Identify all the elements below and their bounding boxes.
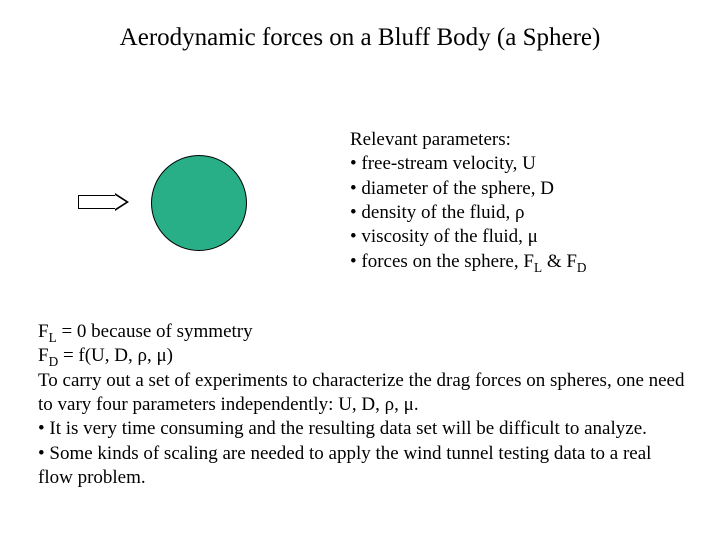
flow-arrow-shaft xyxy=(78,195,116,209)
param-item: • forces on the sphere, FL & FD xyxy=(350,250,587,274)
diagram xyxy=(78,155,278,255)
flow-arrow-head-icon xyxy=(115,193,129,211)
parameters-block: Relevant parameters: • free-stream veloc… xyxy=(350,128,587,274)
param-item: • viscosity of the fluid, μ xyxy=(350,225,587,249)
param-item: • free-stream velocity, U xyxy=(350,152,587,176)
body-line: FD = f(U, D, ρ, μ) xyxy=(38,344,686,368)
body-line: To carry out a set of experiments to cha… xyxy=(38,369,686,418)
param-item: • diameter of the sphere, D xyxy=(350,177,587,201)
page-title: Aerodynamic forces on a Bluff Body (a Sp… xyxy=(0,24,720,52)
body-line: • Some kinds of scaling are needed to ap… xyxy=(38,442,686,491)
sphere-icon xyxy=(151,155,247,251)
body-line: FL = 0 because of symmetry xyxy=(38,320,686,344)
slide: Aerodynamic forces on a Bluff Body (a Sp… xyxy=(0,0,720,540)
body-text: FL = 0 because of symmetry FD = f(U, D, … xyxy=(38,320,686,490)
param-item: • density of the fluid, ρ xyxy=(350,201,587,225)
params-heading: Relevant parameters: xyxy=(350,128,587,152)
body-line: • It is very time consuming and the resu… xyxy=(38,417,686,441)
